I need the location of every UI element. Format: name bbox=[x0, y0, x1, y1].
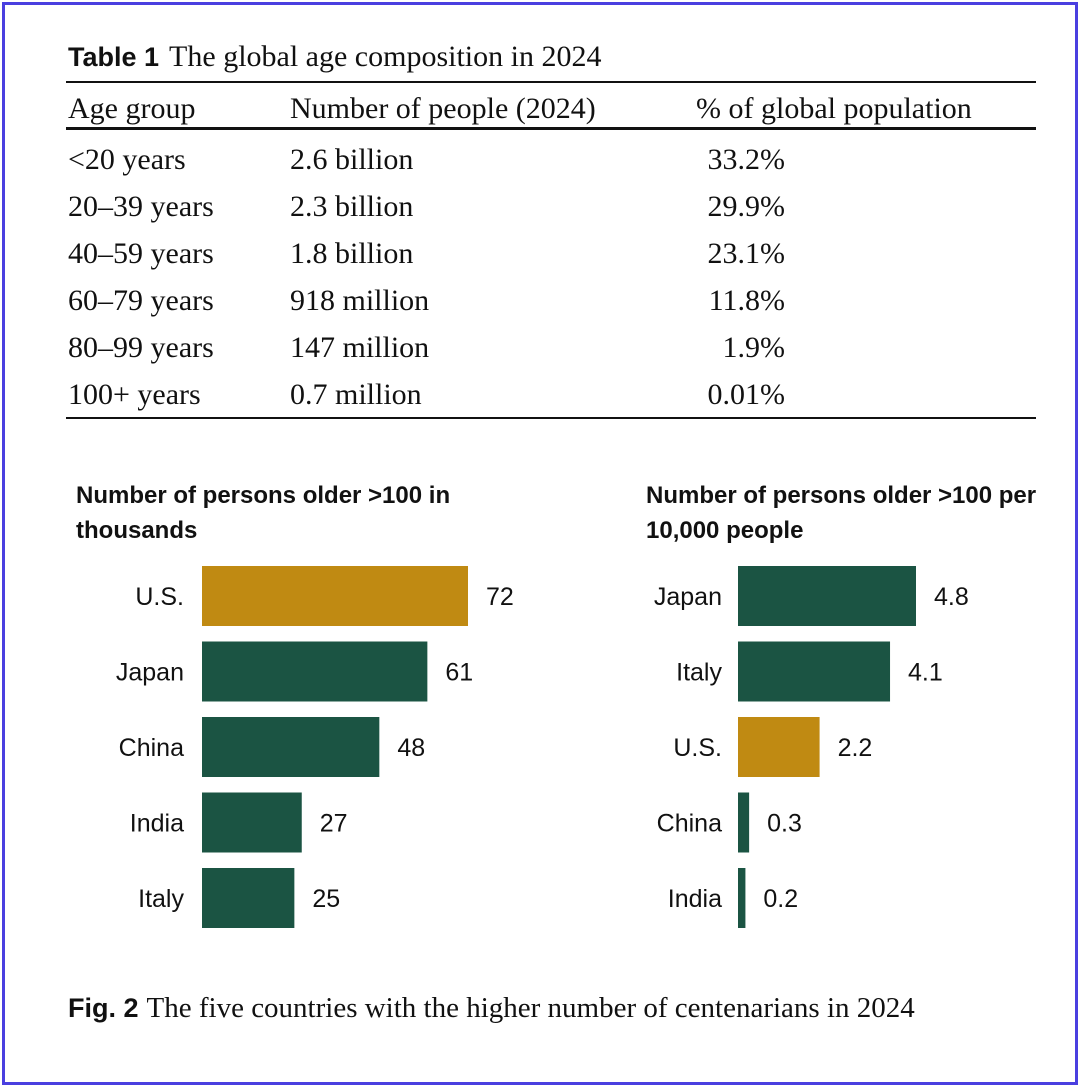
chart-right: Japan 4.8 Italy 4.1 U.S. 2.2 China 0.3 India 0.2 bbox=[654, 566, 969, 928]
table-header-age-group: Age group bbox=[68, 92, 196, 125]
table-cell-age: 20–39 years bbox=[68, 190, 214, 223]
value-label-us: 2.2 bbox=[838, 734, 873, 762]
table-cell-percent: 29.9% bbox=[707, 190, 786, 223]
table-cell-age: 60–79 years bbox=[68, 284, 214, 317]
table-title: The global age composition in 2024 bbox=[169, 40, 602, 73]
table-bottom-rule bbox=[66, 417, 1036, 419]
bar-japan bbox=[738, 566, 916, 626]
chart-left: U.S. 72 Japan 61 China 48 India 27 Italy 25 bbox=[116, 566, 514, 928]
table-cell-count: 147 million bbox=[290, 331, 430, 364]
chart-left-title: Number of persons older >100 in thousand… bbox=[76, 482, 451, 544]
bar-india bbox=[202, 792, 302, 853]
category-label-us: U.S. bbox=[673, 734, 722, 762]
category-label-japan: Japan bbox=[116, 659, 184, 687]
table-top-rule bbox=[66, 81, 1036, 83]
table-cell-percent: 1.9% bbox=[722, 331, 786, 364]
value-label-china: 0.3 bbox=[767, 810, 802, 838]
bar-us bbox=[202, 566, 468, 626]
bar-italy bbox=[202, 868, 295, 928]
bar-china bbox=[202, 717, 380, 777]
bar-us bbox=[738, 717, 820, 777]
category-label-italy: Italy bbox=[676, 659, 722, 687]
bar-italy bbox=[738, 641, 891, 702]
table-cell-age: 100+ years bbox=[68, 378, 201, 411]
figure-caption-text: The five countries with the higher numbe… bbox=[146, 992, 915, 1024]
table-cell-count: 0.7 million bbox=[290, 378, 422, 411]
chart-right-title: Number of persons older >100 per 10,000 … bbox=[646, 482, 1037, 544]
value-label-japan: 4.8 bbox=[934, 583, 969, 611]
category-label-china: China bbox=[119, 734, 184, 762]
figure-label: Fig. 2 bbox=[68, 993, 139, 1023]
table-cell-count: 2.3 billion bbox=[290, 190, 414, 223]
category-label-us: U.S. bbox=[135, 583, 184, 611]
table-cell-count: 1.8 billion bbox=[290, 237, 414, 270]
table-header-rule bbox=[66, 127, 1036, 130]
table-cell-age: <20 years bbox=[68, 143, 186, 176]
table-cell-percent: 23.1% bbox=[707, 237, 786, 270]
table-label: Table 1 bbox=[68, 42, 160, 72]
table-cell-age: 40–59 years bbox=[68, 237, 214, 270]
table-cell-count: 918 million bbox=[290, 284, 430, 317]
value-label-us: 72 bbox=[486, 583, 514, 611]
bar-india bbox=[738, 868, 746, 928]
value-label-italy: 25 bbox=[312, 885, 340, 913]
table-cell-age: 80–99 years bbox=[68, 331, 214, 364]
category-label-italy: Italy bbox=[138, 885, 184, 913]
value-label-india: 0.2 bbox=[763, 885, 798, 913]
table-cell-percent: 11.8% bbox=[708, 284, 785, 317]
value-label-india: 27 bbox=[320, 810, 348, 838]
value-label-china: 48 bbox=[397, 734, 425, 762]
table-cell-percent: 0.01% bbox=[707, 378, 786, 411]
category-label-india: India bbox=[130, 810, 184, 838]
bar-china bbox=[738, 792, 750, 853]
table-cell-percent: 33.2% bbox=[707, 143, 786, 176]
category-label-japan: Japan bbox=[654, 583, 722, 611]
value-label-italy: 4.1 bbox=[908, 659, 943, 687]
table-header-number: Number of people (2024) bbox=[290, 92, 596, 125]
category-label-india: India bbox=[668, 885, 722, 913]
category-label-china: China bbox=[657, 810, 722, 838]
table-header-percent: % of global population bbox=[696, 92, 972, 125]
figure-caption: Fig. 2 The five countries with the higher… bbox=[68, 988, 1036, 1028]
table-caption: Table 1 The global age composition in 202… bbox=[68, 40, 601, 74]
bar-japan bbox=[202, 641, 428, 702]
table-cell-count: 2.6 billion bbox=[290, 143, 414, 176]
value-label-japan: 61 bbox=[445, 659, 473, 687]
